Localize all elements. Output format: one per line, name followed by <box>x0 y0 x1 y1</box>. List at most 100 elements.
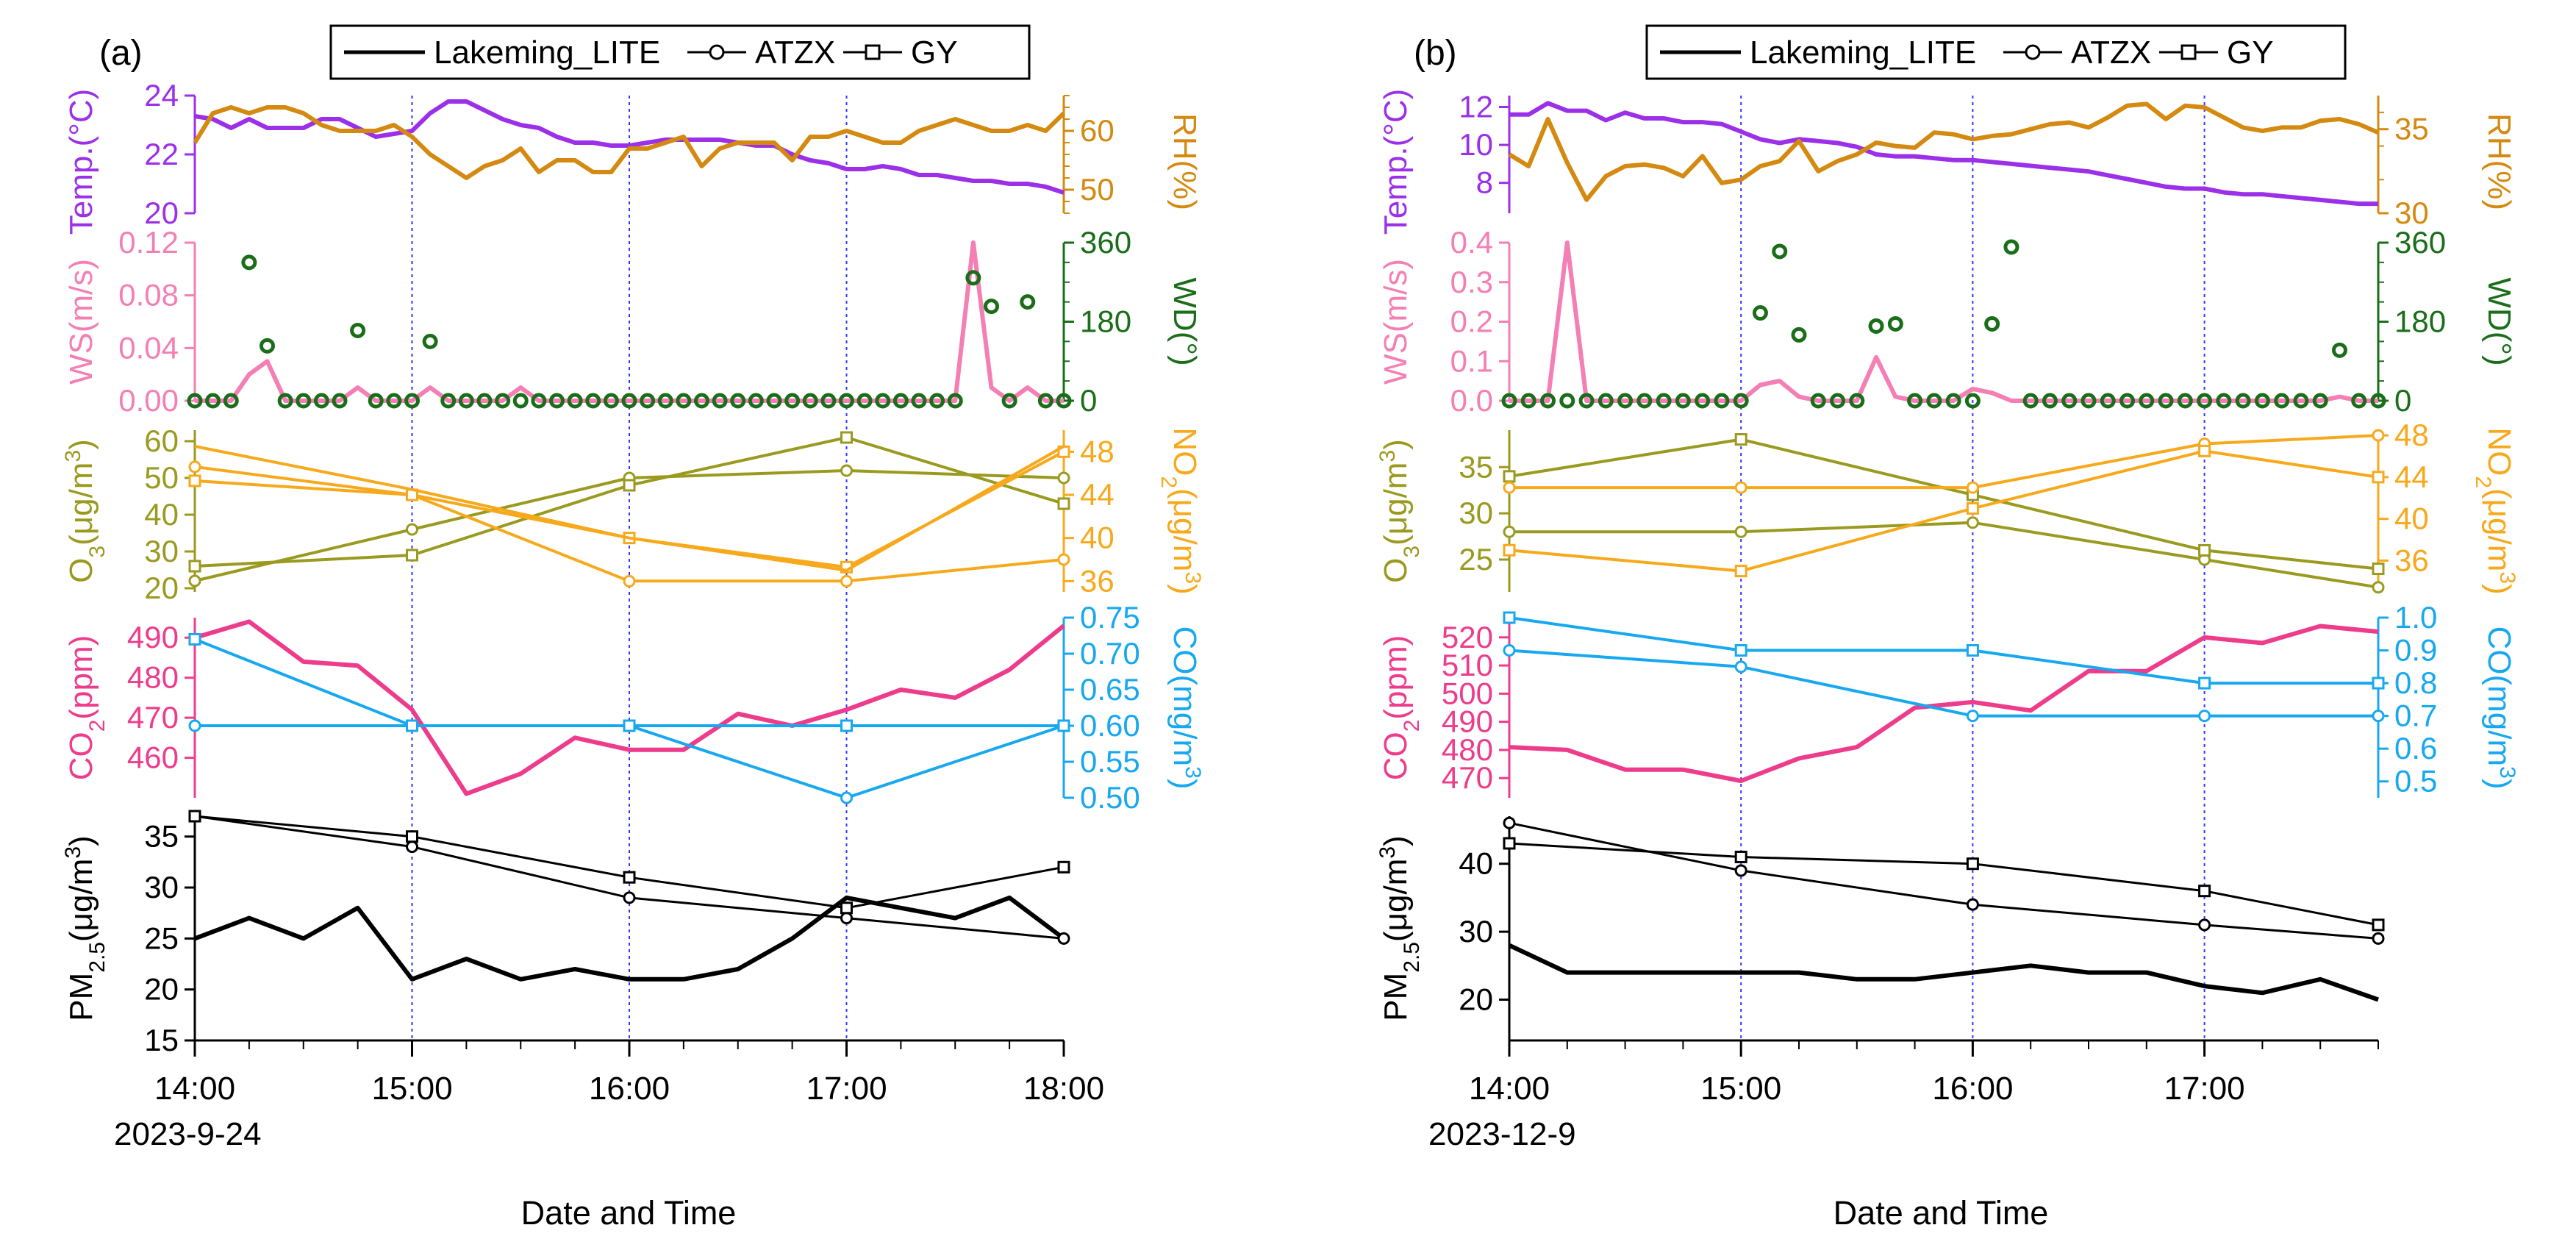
temp-axis-tick-label: 20 <box>144 196 179 230</box>
o3-atzx-point <box>1966 516 1979 529</box>
ws-axis-tick-label: 0.0 <box>1450 383 1493 418</box>
legend-atzx-label: ATZX <box>2071 35 2151 71</box>
o3-atzx-point <box>1734 525 1747 538</box>
wd-point <box>621 393 637 409</box>
ws-axis-tick-label: 0.3 <box>1450 265 1493 299</box>
no2-atzx-point <box>623 574 636 588</box>
temp-axis-label: Temp.(°C) <box>1378 89 1414 235</box>
temp-axis-tick-label: 8 <box>1476 165 1493 200</box>
wd-point <box>1772 243 1788 260</box>
co2-axis-tick-label: 480 <box>1442 732 1493 767</box>
co-axis-tick-label: 0.70 <box>1080 636 1140 671</box>
wd-point <box>1056 393 1072 409</box>
co-axis-label: CO(mg/m3) <box>2481 626 2520 790</box>
wd-point <box>205 393 221 409</box>
wd-point <box>2312 393 2328 409</box>
co-axis-tick-label: 0.6 <box>2394 731 2437 765</box>
wd-point <box>567 393 583 409</box>
pm-atzx-point <box>1734 864 1747 877</box>
time-tick-label: 14:00 <box>1469 1071 1550 1107</box>
x-axis-label-a: Date and Time <box>521 1194 737 1232</box>
wd-point <box>2351 393 2367 409</box>
pm-atzx-point <box>1966 898 1979 911</box>
no2-atzx-point <box>1057 553 1070 566</box>
pm-gy-point <box>406 830 418 843</box>
ws-series-line <box>195 240 1064 403</box>
pm-axis-tick-label: 20 <box>144 972 179 1007</box>
co-axis-label: CO(mg/m3) <box>1167 626 1206 790</box>
wd-point <box>187 393 203 409</box>
wd-point <box>1520 393 1536 409</box>
wd-point <box>1636 393 1653 409</box>
wd-point <box>1501 393 1517 409</box>
wd-point <box>458 393 474 409</box>
wd-point <box>2235 393 2251 409</box>
pm-gy-point <box>1057 860 1070 874</box>
pm-gy-point <box>623 871 636 884</box>
wd-point <box>2139 393 2155 409</box>
co-atzx-line <box>195 724 1065 799</box>
wd-point <box>332 393 348 409</box>
pm-gy-point <box>188 810 201 823</box>
x-axis-label-b: Date and Time <box>1833 1194 2049 1232</box>
o3-atzx-point <box>188 574 201 588</box>
pm-atzx-point <box>623 891 636 904</box>
no2-gy-point <box>2372 471 2385 484</box>
co-atzx-point <box>2198 710 2211 723</box>
no2-axis-tick-label: 48 <box>2394 418 2429 452</box>
pm-gy-point <box>2372 918 2385 932</box>
co-gy-point <box>1966 644 1979 657</box>
wd-axis-label: WD(°) <box>2481 277 2517 365</box>
o3-gy-point <box>1734 433 1747 446</box>
time-tick-label: 15:00 <box>1700 1071 1781 1107</box>
ws-axis-tick-label: 0.08 <box>118 278 179 312</box>
pm-atzx-point <box>1503 816 1516 829</box>
wd-point <box>1020 294 1036 310</box>
wd-point <box>1675 393 1691 409</box>
wd-point <box>2254 393 2270 409</box>
wd-point <box>495 393 511 409</box>
co2-axis-tick-label: 490 <box>127 620 179 654</box>
wd-point <box>1752 305 1768 321</box>
legend-frame <box>329 24 1031 80</box>
o3-axis-tick-label: 30 <box>1459 496 1493 530</box>
wd-point <box>1578 393 1595 409</box>
wd-point <box>2158 393 2174 409</box>
wd-point <box>929 393 945 409</box>
legend-atzx-marker <box>709 44 725 60</box>
ws-axis-tick-label: 0.12 <box>118 225 179 260</box>
pm-axis-tick-label: 40 <box>1459 846 1493 881</box>
no2-axis-tick-label: 36 <box>1080 563 1115 598</box>
co2-axis-tick-label: 460 <box>127 740 179 775</box>
pm-gy-point <box>2198 885 2211 898</box>
o3-gy-point <box>2198 543 2211 557</box>
no2-gy-point <box>1734 565 1747 578</box>
time-tick-label: 15:00 <box>371 1071 452 1107</box>
wd-point <box>585 393 601 409</box>
pm-atzx-point <box>1057 932 1070 945</box>
rh-axis-tick-label: 60 <box>1080 113 1115 148</box>
wd-point <box>512 393 529 409</box>
pm-axis-tick-label: 15 <box>144 1023 179 1057</box>
wd-axis-tick-label: 180 <box>1080 304 1131 339</box>
wd-point <box>1830 393 1846 409</box>
wd-point <box>422 333 438 349</box>
co2-axis-tick-label: 520 <box>1442 620 1493 654</box>
no2-atzx-point <box>1966 481 1979 494</box>
wd-point <box>640 393 656 409</box>
wd-point <box>386 393 402 409</box>
temp-series-line <box>1509 101 2378 207</box>
wd-point <box>223 393 239 409</box>
o3-atzx-point <box>2372 581 2385 594</box>
co-axis-tick-label: 0.55 <box>1080 744 1140 779</box>
wd-point <box>1887 315 1903 332</box>
rh-axis-label: RH(%) <box>1167 113 1203 210</box>
wd-point <box>404 393 420 409</box>
no2-gy-point <box>188 474 201 488</box>
legend-a: Lakeming_LITE ATZX GY <box>329 24 1031 80</box>
wd-point <box>802 393 818 409</box>
wd-point <box>2293 393 2309 409</box>
ws-axis-tick-label: 0.04 <box>118 330 179 365</box>
